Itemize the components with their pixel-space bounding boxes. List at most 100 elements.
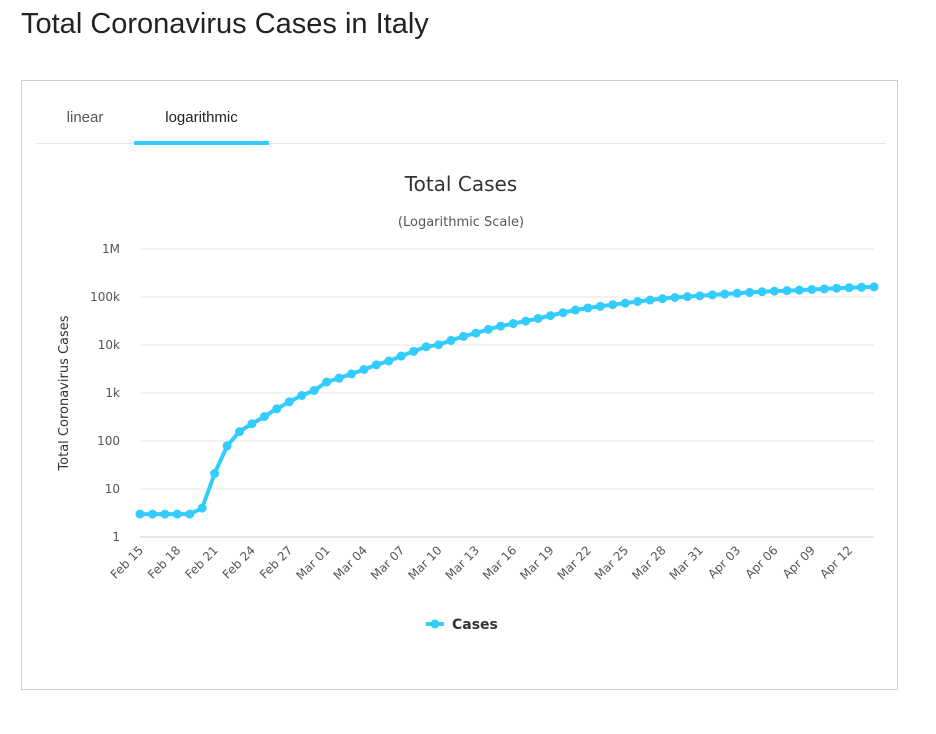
- data-point[interactable]: [172, 509, 182, 519]
- tab-linear[interactable]: linear: [66, 109, 104, 126]
- x-tick-label: Mar 16: [480, 543, 519, 582]
- data-point[interactable]: [483, 324, 493, 334]
- x-tick-label: Feb 15: [108, 543, 146, 581]
- chart-panel: linear logarithmic Total Cases (Logarith…: [21, 80, 898, 690]
- data-point[interactable]: [521, 316, 531, 326]
- data-point[interactable]: [608, 300, 618, 310]
- x-tick-label: Mar 31: [667, 543, 706, 582]
- data-point[interactable]: [570, 305, 580, 315]
- data-point[interactable]: [421, 342, 431, 352]
- data-point[interactable]: [309, 385, 319, 395]
- data-point[interactable]: [222, 441, 232, 451]
- data-point[interactable]: [322, 377, 332, 387]
- data-point[interactable]: [458, 331, 468, 341]
- chart-title: Total Cases: [404, 172, 517, 196]
- data-point[interactable]: [446, 335, 456, 345]
- data-point[interactable]: [508, 319, 518, 329]
- x-tick-label: Apr 06: [743, 543, 781, 581]
- y-gridlines: [140, 248, 874, 538]
- series-cases: [135, 282, 879, 519]
- x-tick-label: Feb 24: [220, 543, 258, 581]
- x-tick-label: Mar 07: [368, 543, 407, 582]
- data-point[interactable]: [707, 290, 717, 300]
- data-point[interactable]: [869, 282, 879, 292]
- data-point[interactable]: [235, 427, 245, 437]
- data-point[interactable]: [259, 412, 269, 422]
- data-point[interactable]: [620, 298, 630, 308]
- data-point[interactable]: [247, 419, 257, 429]
- y-tick-label: 100k: [90, 290, 120, 304]
- data-point[interactable]: [857, 282, 867, 292]
- data-point[interactable]: [533, 313, 543, 323]
- data-point[interactable]: [210, 469, 220, 479]
- data-point[interactable]: [695, 291, 705, 301]
- tab-logarithmic[interactable]: logarithmic: [134, 101, 269, 145]
- data-point[interactable]: [670, 292, 680, 302]
- data-point[interactable]: [794, 285, 804, 295]
- y-tick-label: 1: [112, 530, 120, 544]
- x-tick-label: Feb 18: [145, 543, 183, 581]
- data-point[interactable]: [147, 509, 157, 519]
- y-tick-labels: 1 10 100 1k 10k 100k 1M: [90, 242, 120, 544]
- data-point[interactable]: [197, 503, 207, 513]
- data-point[interactable]: [633, 296, 643, 306]
- x-tick-label: Feb 27: [257, 543, 295, 581]
- data-point[interactable]: [595, 301, 605, 311]
- x-tick-label: Feb 21: [182, 543, 220, 581]
- x-tick-label: Mar 01: [293, 543, 332, 582]
- page-title: Total Coronavirus Cases in Italy: [21, 8, 429, 40]
- data-point[interactable]: [135, 509, 145, 519]
- data-point[interactable]: [546, 311, 556, 321]
- data-point[interactable]: [334, 373, 344, 383]
- data-point[interactable]: [496, 321, 506, 331]
- y-tick-label: 100: [97, 434, 120, 448]
- data-point[interactable]: [832, 283, 842, 293]
- data-point[interactable]: [782, 286, 792, 296]
- data-point[interactable]: [720, 289, 730, 299]
- data-point[interactable]: [284, 397, 294, 407]
- data-point[interactable]: [807, 284, 817, 294]
- data-point[interactable]: [682, 292, 692, 302]
- data-point[interactable]: [409, 346, 419, 356]
- data-point[interactable]: [471, 328, 481, 338]
- legend-marker: [430, 619, 440, 629]
- data-point[interactable]: [160, 509, 170, 519]
- x-tick-label: Mar 22: [555, 543, 594, 582]
- data-point[interactable]: [558, 308, 568, 318]
- data-point[interactable]: [819, 284, 829, 294]
- y-tick-label: 10k: [98, 338, 120, 352]
- y-tick-label: 10: [105, 482, 120, 496]
- data-point[interactable]: [185, 509, 195, 519]
- chart-subtitle: (Logarithmic Scale): [398, 215, 524, 230]
- scale-tabs: linear logarithmic: [36, 101, 886, 145]
- x-tick-label: Apr 03: [705, 543, 743, 581]
- x-tick-label: Mar 13: [443, 543, 482, 582]
- cases-chart: Total Cases (Logarithmic Scale) Total Co…: [57, 172, 879, 633]
- legend[interactable]: Cases: [426, 617, 498, 633]
- y-axis-label: Total Coronavirus Cases: [57, 315, 72, 471]
- data-point[interactable]: [359, 364, 369, 374]
- data-point[interactable]: [272, 404, 282, 414]
- series-line: [140, 284, 875, 517]
- data-point[interactable]: [645, 295, 655, 305]
- data-point[interactable]: [732, 288, 742, 298]
- x-tick-label: Mar 04: [331, 543, 370, 582]
- data-point[interactable]: [583, 303, 593, 313]
- data-point[interactable]: [757, 287, 767, 297]
- data-point[interactable]: [396, 351, 406, 361]
- data-point[interactable]: [297, 390, 307, 400]
- y-tick-label: 1M: [102, 242, 120, 256]
- data-point[interactable]: [346, 369, 356, 379]
- data-point[interactable]: [384, 356, 394, 366]
- data-point[interactable]: [371, 360, 381, 370]
- data-point[interactable]: [844, 283, 854, 293]
- y-tick-label: 1k: [105, 386, 120, 400]
- data-point[interactable]: [658, 294, 668, 304]
- x-tick-label: Mar 28: [629, 543, 668, 582]
- x-tick-label: Apr 12: [817, 543, 855, 581]
- x-tick-label: Mar 25: [592, 543, 631, 582]
- data-point[interactable]: [745, 287, 755, 297]
- data-point[interactable]: [434, 340, 444, 350]
- data-point[interactable]: [769, 286, 779, 296]
